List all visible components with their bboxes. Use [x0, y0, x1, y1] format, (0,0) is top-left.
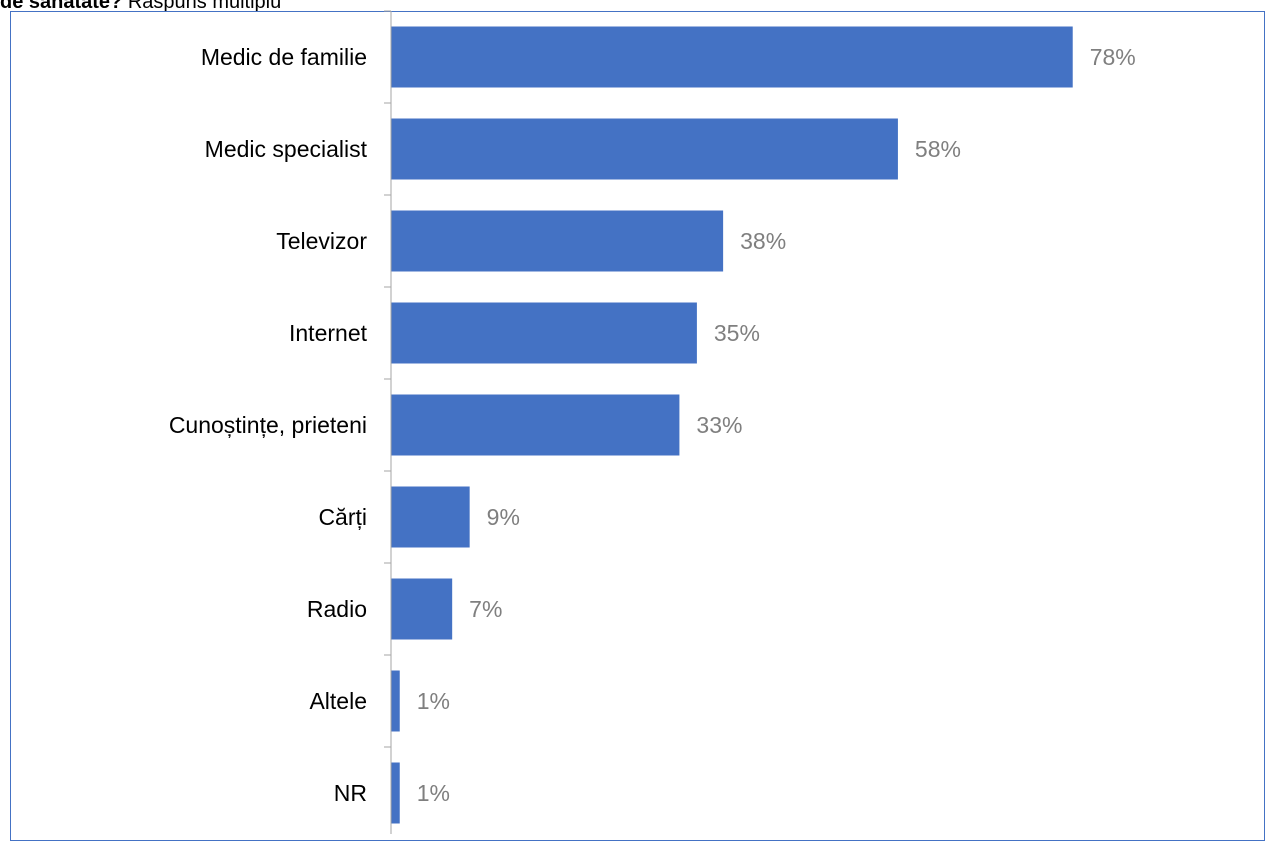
- category-label: Medic de familie: [201, 44, 367, 70]
- bar: [391, 26, 1073, 88]
- bar: [391, 670, 400, 732]
- data-label: 33%: [696, 412, 742, 438]
- bar: [391, 210, 724, 272]
- category-label: NR: [334, 780, 367, 806]
- category-label: Altele: [309, 688, 367, 714]
- data-label: 1%: [417, 780, 450, 806]
- data-label: 1%: [417, 688, 450, 714]
- bar: [391, 302, 697, 364]
- category-label: Medic specialist: [205, 136, 368, 162]
- data-label: 9%: [487, 504, 520, 530]
- category-label: Cunoștințe, prieteni: [169, 412, 367, 438]
- chart-title: de sănătate? Răspuns multiplu: [0, 0, 281, 14]
- data-label: 35%: [714, 320, 760, 346]
- chart-title-rest: Răspuns multiplu: [122, 0, 282, 13]
- bar: [391, 486, 470, 548]
- bar: [391, 118, 898, 180]
- data-label: 78%: [1090, 44, 1136, 70]
- category-label: Televizor: [276, 228, 367, 254]
- bar: [391, 394, 680, 456]
- bar: [391, 762, 400, 824]
- category-label: Internet: [289, 320, 368, 346]
- category-label: Cărți: [318, 504, 367, 530]
- data-label: 38%: [740, 228, 786, 254]
- chart-title-bold: de sănătate?: [0, 0, 123, 13]
- data-label: 7%: [469, 596, 502, 622]
- category-label: Radio: [307, 596, 367, 622]
- bar: [391, 578, 453, 640]
- data-label: 58%: [915, 136, 961, 162]
